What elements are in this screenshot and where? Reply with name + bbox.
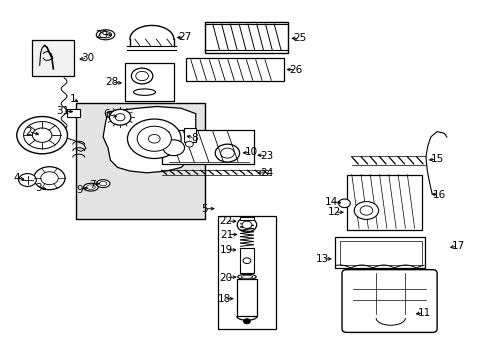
Text: 8: 8 xyxy=(191,133,198,143)
Circle shape xyxy=(237,218,256,232)
Circle shape xyxy=(115,114,125,121)
Text: 10: 10 xyxy=(245,147,258,157)
Text: 22: 22 xyxy=(219,216,232,226)
Text: 15: 15 xyxy=(429,154,443,164)
Text: 11: 11 xyxy=(416,308,430,318)
Circle shape xyxy=(148,134,160,143)
Text: 5: 5 xyxy=(201,204,207,214)
Circle shape xyxy=(243,319,250,324)
Circle shape xyxy=(131,68,153,84)
Text: 7: 7 xyxy=(89,180,96,190)
Text: 26: 26 xyxy=(288,64,302,75)
Ellipse shape xyxy=(83,183,98,191)
Ellipse shape xyxy=(237,274,256,279)
Text: 28: 28 xyxy=(105,77,118,87)
Ellipse shape xyxy=(96,180,110,188)
Circle shape xyxy=(127,119,181,158)
FancyBboxPatch shape xyxy=(341,270,436,332)
Text: 12: 12 xyxy=(327,207,341,217)
Circle shape xyxy=(338,199,349,208)
Circle shape xyxy=(17,117,67,154)
Bar xyxy=(346,175,422,230)
Circle shape xyxy=(185,141,193,147)
Bar xyxy=(183,128,195,142)
Bar xyxy=(66,109,80,117)
Text: 23: 23 xyxy=(259,150,272,161)
Text: 21: 21 xyxy=(220,230,233,239)
Circle shape xyxy=(215,144,239,162)
Ellipse shape xyxy=(96,30,115,40)
Text: 25: 25 xyxy=(292,33,305,43)
Circle shape xyxy=(41,172,58,185)
Text: 1: 1 xyxy=(69,94,76,104)
Text: 17: 17 xyxy=(450,241,464,251)
Circle shape xyxy=(137,126,171,151)
Text: 4: 4 xyxy=(14,173,20,183)
Text: 31: 31 xyxy=(57,106,70,116)
Text: 30: 30 xyxy=(81,53,94,63)
Text: 2: 2 xyxy=(25,127,32,136)
Bar xyxy=(185,58,283,81)
Text: 24: 24 xyxy=(259,168,272,178)
Bar xyxy=(32,40,74,76)
Text: 29: 29 xyxy=(95,30,108,40)
Text: 18: 18 xyxy=(217,294,230,304)
Circle shape xyxy=(34,167,65,190)
Circle shape xyxy=(353,202,378,220)
Text: 14: 14 xyxy=(324,197,337,207)
Ellipse shape xyxy=(86,185,95,189)
Bar xyxy=(217,216,276,329)
Bar xyxy=(239,217,254,220)
Circle shape xyxy=(359,206,372,215)
Text: 9: 9 xyxy=(76,185,83,195)
Ellipse shape xyxy=(99,32,111,38)
Bar xyxy=(205,22,288,53)
Bar xyxy=(236,279,257,316)
Text: 19: 19 xyxy=(219,245,232,255)
Circle shape xyxy=(163,140,184,156)
Circle shape xyxy=(220,148,234,158)
Text: 6: 6 xyxy=(103,109,110,120)
Ellipse shape xyxy=(99,181,106,186)
Polygon shape xyxy=(103,107,195,173)
Circle shape xyxy=(32,128,52,142)
Bar xyxy=(239,248,254,273)
Circle shape xyxy=(243,258,250,264)
Bar xyxy=(76,103,205,220)
Text: 20: 20 xyxy=(219,273,232,283)
Bar xyxy=(334,237,424,268)
Ellipse shape xyxy=(241,275,252,278)
Circle shape xyxy=(136,71,148,81)
Bar xyxy=(161,130,254,164)
Text: 3: 3 xyxy=(35,183,42,193)
Circle shape xyxy=(23,122,61,149)
Bar xyxy=(125,63,173,101)
Circle shape xyxy=(19,174,36,186)
Bar xyxy=(339,241,421,265)
Circle shape xyxy=(242,221,251,228)
Text: 13: 13 xyxy=(315,254,328,264)
Circle shape xyxy=(109,109,131,125)
Text: 27: 27 xyxy=(178,32,191,41)
Text: 16: 16 xyxy=(432,190,445,200)
Ellipse shape xyxy=(133,89,155,95)
